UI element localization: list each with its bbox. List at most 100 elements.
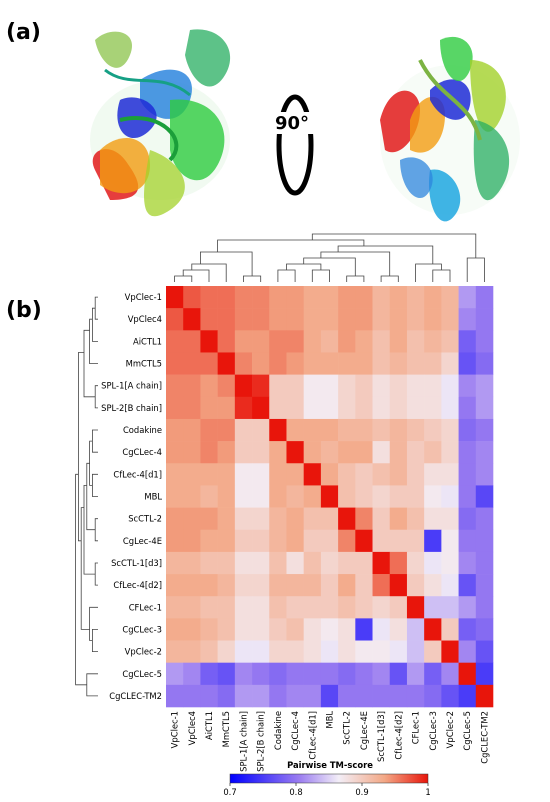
heatmap-cell [338, 308, 356, 331]
heatmap-cell [475, 396, 494, 420]
heatmap-cell [200, 463, 218, 486]
heatmap-cell [406, 640, 425, 663]
heatmap-cell [355, 374, 373, 398]
heatmap-cell [372, 507, 391, 531]
heatmap-cell [234, 352, 253, 375]
heatmap-cell [166, 286, 184, 309]
heatmap-cell [183, 463, 201, 486]
heatmap-cell [286, 374, 304, 398]
heatmap-cell [286, 441, 304, 464]
heatmap-cell [441, 574, 459, 597]
heatmap-cell [372, 684, 391, 708]
heatmap-cell [217, 374, 236, 398]
heatmap-cell [286, 618, 304, 641]
column-label: VpClec4 [187, 711, 197, 745]
dendrogram-branch [432, 269, 451, 282]
heatmap-cell [458, 529, 477, 553]
row-label: CgCLec-3 [122, 624, 162, 634]
heatmap-cell [424, 418, 442, 442]
heatmap-cell [389, 596, 408, 619]
heatmap-cell [372, 396, 391, 420]
heatmap-cell [234, 308, 253, 331]
heatmap-cell [217, 396, 236, 420]
row-label: CgCLec-5 [122, 669, 162, 679]
heatmap-cell [303, 418, 322, 442]
heatmap-cell [424, 640, 442, 663]
column-label: ScCTL-2 [342, 711, 352, 745]
heatmap-cell [286, 485, 304, 508]
heatmap-cell [424, 529, 442, 553]
dendrogram-branch [86, 462, 96, 531]
heatmap-cell [217, 574, 236, 597]
dendrogram-branch [94, 385, 98, 409]
heatmap-cell [389, 485, 408, 508]
heatmap-cell [200, 485, 218, 508]
dendrogram-branch [78, 352, 84, 542]
heatmap-cell [475, 308, 494, 331]
heatmap-cell [303, 529, 322, 553]
heatmap-cell [234, 596, 253, 619]
heatmap-cell [372, 551, 391, 575]
heatmap-cell [234, 441, 253, 464]
heatmap-cell [200, 396, 218, 420]
heatmap-cell [372, 463, 391, 486]
heatmap-cell [458, 507, 477, 531]
heatmap-cell [441, 308, 459, 331]
heatmap-cell [355, 441, 373, 464]
dendrogram-branch [191, 263, 227, 282]
heatmap-cell [389, 662, 408, 686]
heatmap-cell [424, 463, 442, 486]
colorbar-tick-label: 0.8 [289, 787, 302, 797]
heatmap-cell [475, 596, 494, 619]
heatmap-cell [372, 574, 391, 597]
heatmap-cell [183, 640, 201, 663]
heatmap-cell [252, 330, 270, 353]
dendrogram-branch [415, 263, 442, 282]
heatmap-cell [406, 662, 425, 686]
heatmap-cell [406, 374, 425, 398]
heatmap-cell [234, 640, 253, 663]
heatmap-cell [166, 418, 184, 442]
heatmap-cell [406, 418, 425, 442]
row-label: ScCTL-1[d3] [111, 558, 162, 568]
heatmap-cell [183, 574, 201, 597]
heatmap-cell [389, 640, 408, 663]
heatmap-cell [424, 286, 442, 309]
heatmap-cell [424, 308, 442, 331]
heatmap-cell [320, 396, 339, 420]
heatmap-cell [269, 308, 287, 331]
heatmap-cell [200, 551, 218, 575]
heatmap-cell [372, 330, 391, 353]
heatmap-cell [458, 286, 477, 309]
heatmap-cell [458, 485, 477, 508]
heatmap-cell [303, 684, 322, 708]
heatmap-cell [441, 485, 459, 508]
heatmap-cell [355, 485, 373, 508]
heatmap-cell [406, 596, 425, 619]
heatmap-cell [252, 618, 270, 641]
heatmap-cell [355, 662, 373, 686]
heatmap-cell [303, 441, 322, 464]
heatmap-cell [475, 352, 494, 375]
heatmap-cell [458, 640, 477, 663]
heatmap-cell [372, 308, 391, 331]
heatmap-cell [166, 308, 184, 331]
heatmap-cell [320, 640, 339, 663]
dendrogram-branch [311, 233, 477, 258]
heatmap-cell [234, 330, 253, 353]
heatmap-cell [200, 618, 218, 641]
heatmap-cell [217, 596, 236, 619]
heatmap-cell [303, 374, 322, 398]
heatmap-cell [183, 286, 201, 309]
heatmap-cell [338, 485, 356, 508]
column-label: MmCTL5 [221, 711, 231, 747]
heatmap-cell [320, 286, 339, 309]
row-label: VpClec4 [128, 314, 162, 324]
column-label: SPL-1[A chain] [238, 711, 248, 772]
heatmap-cell [320, 485, 339, 508]
heatmap-cell [320, 418, 339, 442]
column-label: CgCLEC-TM2 [479, 711, 489, 764]
heatmap-cell [166, 352, 184, 375]
heatmap-cell [286, 684, 304, 708]
heatmap-cell [441, 352, 459, 375]
